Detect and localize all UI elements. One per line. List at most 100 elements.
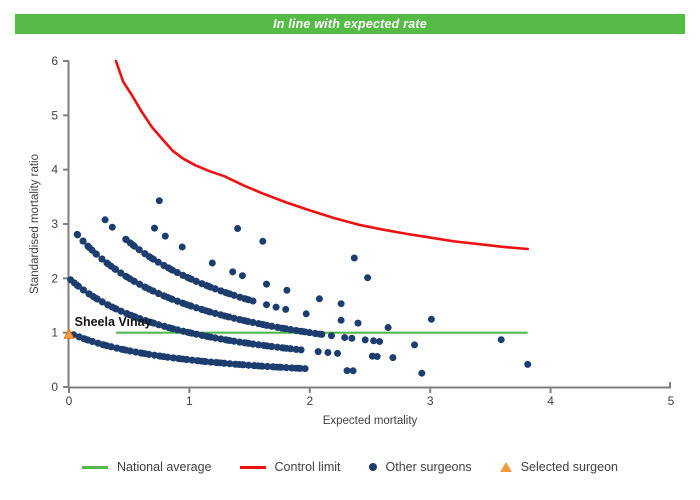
other-surgeon-dot — [348, 334, 356, 342]
other-surgeon-dot — [282, 364, 290, 372]
other-surgeon-dot — [174, 326, 182, 334]
other-surgeon-dot — [259, 237, 267, 245]
other-surgeon-dot — [318, 330, 326, 338]
other-surgeon-dot — [301, 365, 309, 373]
legend-item-other-surgeons: Other surgeons — [368, 460, 472, 474]
other-surgeon-dot — [364, 274, 372, 282]
other-surgeon-dot — [343, 367, 351, 375]
other-surgeon-dot — [230, 291, 238, 299]
national-average-line-swatch — [82, 465, 108, 469]
svg-text:2: 2 — [51, 271, 58, 285]
legend-item-control-limit: Control limit — [239, 460, 341, 474]
other-surgeon-dot — [361, 336, 369, 344]
other-surgeon-dot — [411, 341, 418, 349]
other-surgeon-dot — [211, 285, 219, 293]
other-surgeon-dot — [164, 353, 172, 361]
other-surgeon-dot — [202, 358, 210, 366]
other-surgeon-dot — [178, 243, 186, 251]
legend-item-selected-surgeon: Selected surgeon — [499, 460, 618, 474]
other-surgeon-dot — [263, 280, 270, 288]
other-surgeon-dot — [155, 197, 163, 205]
legend-label-national-average: National average — [117, 460, 212, 474]
other-surgeon-dot — [249, 297, 257, 305]
svg-text:3: 3 — [427, 394, 434, 408]
other-surgeon-dot — [306, 329, 314, 337]
other-surgeon-dot — [384, 324, 392, 331]
other-surgeon-dot — [258, 362, 266, 370]
other-surgeon-dot — [249, 340, 257, 348]
other-surgeon-dot — [173, 269, 181, 277]
other-surgeon-dot — [136, 280, 144, 288]
other-surgeon-dot — [108, 223, 116, 231]
other-surgeon-dot — [192, 277, 200, 285]
other-surgeon-dot — [192, 304, 200, 312]
other-surgeon-dot — [282, 305, 290, 313]
other-surgeons-dot-swatch — [368, 463, 377, 471]
svg-text:1: 1 — [186, 394, 193, 408]
legend-item-national-average: National average — [82, 460, 212, 474]
svg-text:0: 0 — [66, 394, 73, 408]
other-surgeon-dot — [211, 309, 219, 317]
tick-labels: 0 1 2 3 4 5 0 1 2 3 4 5 6 — [51, 54, 674, 408]
other-surgeon-dot — [155, 321, 163, 329]
other-surgeon-dot — [161, 232, 169, 240]
other-surgeon-dot — [249, 319, 257, 326]
other-surgeon-dot — [314, 348, 322, 356]
other-surgeon-dot — [315, 295, 323, 303]
legend-label-selected-surgeon: Selected surgeon — [520, 460, 618, 474]
svg-text:3: 3 — [51, 217, 58, 231]
other-surgeon-dot — [349, 367, 357, 375]
other-surgeon-dot — [79, 286, 87, 294]
other-surgeon-dot — [263, 301, 270, 309]
other-surgeon-dot — [341, 334, 349, 341]
other-surgeon-dot — [135, 246, 143, 254]
svg-text:2: 2 — [306, 394, 313, 408]
other-surgeon-dot — [283, 286, 291, 294]
legend-label-control-limit: Control limit — [274, 460, 341, 474]
legend-label-other-surgeons: Other surgeons — [385, 460, 472, 474]
other-surgeon-dot — [154, 258, 162, 266]
other-surgeon-dot — [126, 347, 134, 355]
other-surgeon-dot — [112, 265, 119, 273]
svg-text:4: 4 — [547, 394, 554, 408]
y-axis-title: Standardised mortality ratio — [29, 154, 41, 294]
control-limit-line — [114, 59, 530, 251]
other-surgeon-dot — [418, 369, 426, 377]
svg-text:4: 4 — [51, 163, 58, 177]
other-surgeon-dot — [130, 277, 138, 285]
other-surgeon-dot — [234, 225, 242, 232]
chart-legend: National average Control limit Other sur… — [0, 455, 700, 479]
other-surgeon-dot — [145, 350, 153, 358]
other-surgeon-dot — [354, 319, 362, 327]
other-surgeon-dot — [208, 259, 216, 267]
other-surgeon-dot — [130, 242, 138, 250]
other-surgeon-dot — [245, 361, 252, 369]
x-axis-title: Expected mortality — [323, 415, 418, 427]
other-surgeon-dot — [334, 349, 341, 357]
other-surgeon-dot — [287, 326, 295, 334]
control-limit-line-swatch — [239, 465, 266, 469]
svg-text:1: 1 — [51, 326, 58, 340]
other-surgeon-dot — [226, 360, 234, 368]
other-surgeon-dot — [98, 255, 106, 263]
other-surgeon-dot — [268, 343, 276, 350]
selected-surgeon-annotation: Sheela Vinay — [75, 315, 152, 329]
other-surgeon-dot — [74, 231, 82, 239]
other-surgeon-dot — [296, 364, 304, 372]
other-surgeon-dot — [350, 254, 358, 262]
other-surgeon-dot — [79, 237, 87, 245]
svg-text:5: 5 — [51, 108, 58, 122]
other-surgeon-dot — [117, 269, 125, 277]
other-surgeon-dot — [287, 345, 295, 353]
other-surgeon-dot — [370, 337, 378, 345]
svg-text:5: 5 — [668, 394, 675, 408]
other-surgeon-dot — [376, 338, 384, 345]
other-surgeon-dot — [117, 307, 125, 315]
other-surgeon-dot — [136, 315, 144, 323]
other-surgeon-dot — [302, 310, 310, 318]
other-surgeon-dot — [230, 314, 238, 322]
other-surgeon-dot — [497, 336, 505, 344]
status-banner: In line with expected rate — [15, 14, 685, 34]
other-surgeon-dot — [211, 334, 219, 342]
